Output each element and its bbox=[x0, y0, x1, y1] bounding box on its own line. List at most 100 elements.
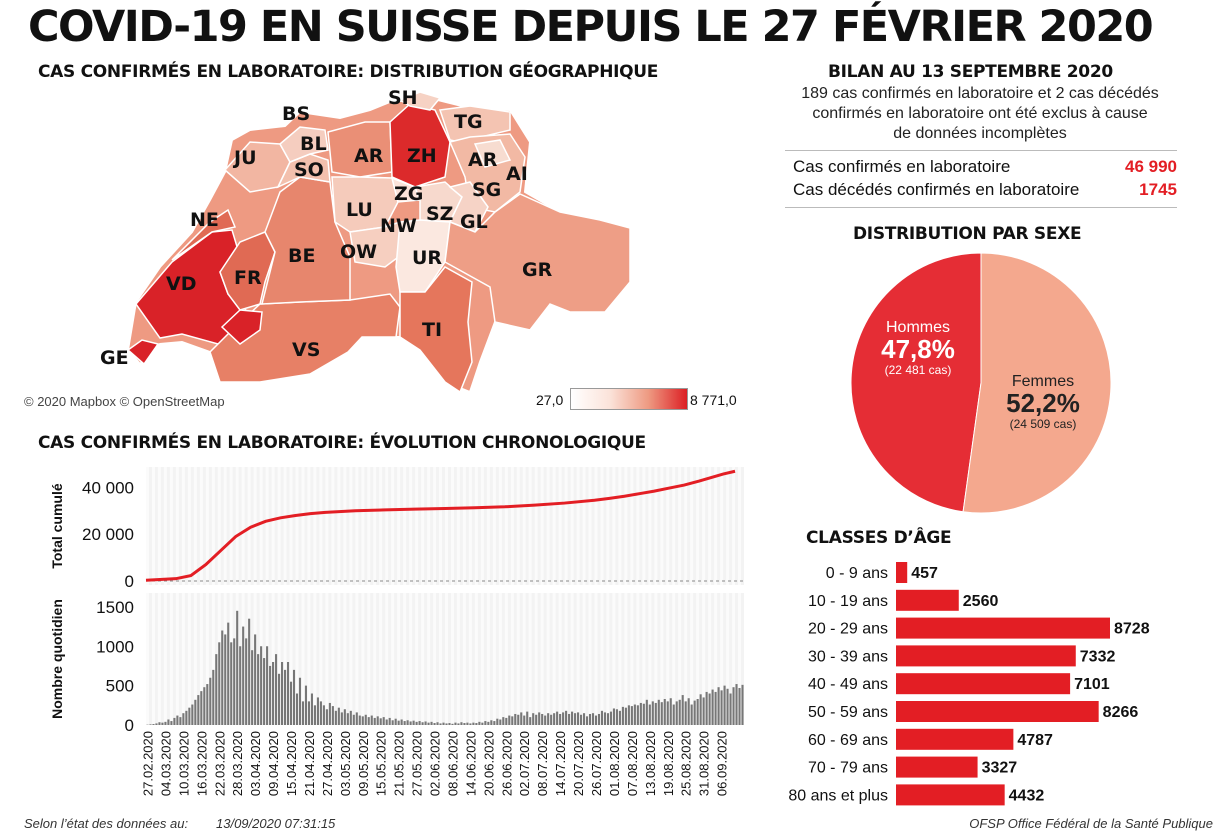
daily-bar bbox=[621, 706, 624, 725]
daily-bar bbox=[603, 712, 607, 725]
daily-bar bbox=[188, 707, 191, 725]
grid-stripe bbox=[319, 467, 323, 585]
age-category-label: 70 - 79 ans bbox=[808, 760, 888, 777]
grid-stripe bbox=[313, 593, 317, 725]
grid-stripe bbox=[247, 467, 251, 585]
date-tick-label: 26.07.2020 bbox=[589, 731, 604, 796]
daily-bar bbox=[588, 713, 592, 725]
age-bar-value: 4787 bbox=[1017, 732, 1053, 749]
grid-stripe bbox=[271, 467, 275, 585]
daily-bar bbox=[149, 724, 152, 725]
daily-bar bbox=[361, 716, 364, 725]
date-tick-label: 01.08.2020 bbox=[607, 731, 622, 796]
daily-bar bbox=[732, 687, 735, 725]
grid-stripe bbox=[498, 593, 502, 725]
grid-stripe bbox=[211, 467, 215, 585]
grid-stripe bbox=[193, 593, 197, 725]
daily-bar bbox=[307, 701, 311, 725]
daily-bar bbox=[364, 714, 367, 725]
grid-stripe bbox=[325, 467, 329, 585]
grid-stripe bbox=[343, 593, 347, 725]
daily-bar bbox=[582, 713, 586, 725]
daily-bar bbox=[651, 701, 654, 725]
grid-stripe bbox=[588, 593, 592, 725]
grid-stripe bbox=[654, 467, 658, 585]
daily-bar bbox=[741, 684, 744, 725]
canton-label-ne: NE bbox=[190, 209, 219, 231]
grid-stripe bbox=[421, 593, 425, 725]
grid-stripe bbox=[630, 467, 634, 585]
grid-stripe bbox=[199, 467, 203, 585]
legend-max-label: 8 771,0 bbox=[690, 392, 737, 408]
grid-stripe bbox=[702, 467, 706, 585]
grid-stripe bbox=[235, 467, 239, 585]
date-tick-label: 14.06.2020 bbox=[463, 731, 478, 796]
grid-stripe bbox=[391, 467, 395, 585]
grid-stripe bbox=[456, 467, 460, 585]
daily-bar bbox=[550, 714, 553, 725]
grid-stripe bbox=[564, 467, 568, 585]
grid-stripe bbox=[726, 593, 730, 725]
daily-bar bbox=[594, 715, 598, 725]
daily-bar bbox=[385, 719, 388, 725]
date-tick-label: 27.04.2020 bbox=[320, 731, 335, 796]
daily-bar bbox=[254, 634, 257, 725]
grid-stripe bbox=[486, 593, 490, 725]
grid-stripe bbox=[295, 593, 299, 725]
daily-bar bbox=[472, 722, 475, 725]
date-tick-label: 20.06.2020 bbox=[481, 731, 496, 796]
grid-stripe bbox=[690, 467, 694, 585]
grid-stripe bbox=[546, 593, 550, 725]
grid-stripe bbox=[516, 467, 520, 585]
date-tick-label: 15.05.2020 bbox=[374, 731, 389, 796]
daily-bar bbox=[711, 689, 714, 725]
cumulative-ytick: 0 bbox=[125, 572, 134, 591]
daily-bar bbox=[236, 610, 239, 725]
daily-bar bbox=[212, 669, 215, 725]
grid-stripe bbox=[355, 467, 359, 585]
date-tick-label: 15.04.2020 bbox=[284, 731, 299, 796]
grid-stripe bbox=[534, 593, 538, 725]
grid-stripe bbox=[660, 467, 664, 585]
grid-stripe bbox=[648, 467, 652, 585]
grid-stripe bbox=[528, 467, 532, 585]
daily-bar bbox=[726, 688, 729, 725]
daily-bar bbox=[280, 662, 284, 725]
grid-stripe bbox=[684, 593, 688, 725]
daily-bar bbox=[735, 684, 738, 725]
daily-bar bbox=[424, 721, 427, 725]
canton-label-ar: AR bbox=[468, 149, 498, 171]
canton-label-gl: GL bbox=[460, 211, 488, 233]
daily-bar bbox=[242, 626, 245, 725]
daily-bar bbox=[499, 719, 502, 725]
grid-stripe bbox=[385, 467, 389, 585]
daily-bar bbox=[289, 681, 293, 725]
grid-stripe bbox=[331, 467, 335, 585]
daily-bar bbox=[367, 717, 370, 725]
daily-bar bbox=[684, 701, 687, 725]
canton-label-ti: TI bbox=[422, 319, 442, 341]
daily-bar bbox=[346, 713, 349, 725]
grid-stripe bbox=[696, 467, 700, 585]
grid-stripe bbox=[546, 467, 550, 585]
daily-bar bbox=[496, 718, 499, 725]
pie-slice-hommes bbox=[850, 252, 982, 513]
switzerland-choropleth-map: BS SH TG BL JU AR ZH AR SO AI SG ZG LU S… bbox=[100, 87, 631, 394]
canton-tg bbox=[439, 105, 511, 143]
daily-bar bbox=[337, 707, 340, 725]
grid-stripe bbox=[205, 593, 209, 725]
date-tick-label: 27.02.2020 bbox=[140, 731, 155, 796]
grid-stripe bbox=[570, 467, 574, 585]
grid-stripe bbox=[187, 467, 191, 585]
grid-stripe bbox=[175, 593, 179, 725]
canton-label-ai: AI bbox=[506, 163, 528, 185]
grid-stripe bbox=[217, 467, 221, 585]
pie-men-cases: (22 481 cas) bbox=[885, 363, 952, 377]
age-category-label: 10 - 19 ans bbox=[808, 593, 888, 610]
daily-bar bbox=[200, 691, 203, 725]
daily-ytick: 1500 bbox=[96, 598, 134, 617]
grid-stripe bbox=[522, 593, 526, 725]
grid-stripe bbox=[187, 593, 191, 725]
grid-stripe bbox=[678, 467, 682, 585]
grid-stripe bbox=[558, 467, 562, 585]
